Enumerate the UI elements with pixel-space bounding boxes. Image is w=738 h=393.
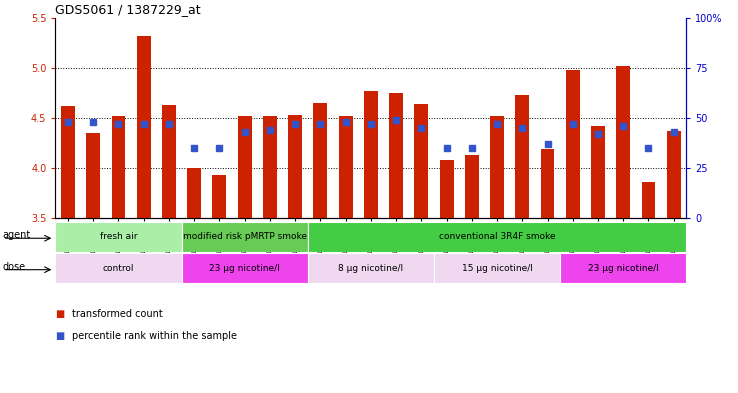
Bar [414,104,428,218]
Bar [515,95,529,218]
Text: 23 μg nicotine/l: 23 μg nicotine/l [588,264,658,273]
Text: transformed count: transformed count [72,309,162,320]
Bar [61,106,75,218]
Bar [86,133,100,218]
Bar [263,116,277,218]
Text: modified risk pMRTP smoke: modified risk pMRTP smoke [182,232,307,241]
Bar [308,253,434,283]
Bar [666,131,680,218]
Bar [314,103,328,218]
Bar [187,168,201,218]
Bar [490,116,504,218]
Text: control: control [103,264,134,273]
Text: agent: agent [3,230,31,240]
Bar [288,115,302,218]
Text: percentile rank within the sample: percentile rank within the sample [72,331,237,341]
Text: fresh air: fresh air [100,232,137,241]
Text: 23 μg nicotine/l: 23 μg nicotine/l [210,264,280,273]
Bar [641,182,655,218]
Text: ■: ■ [55,309,65,320]
Bar [389,93,403,218]
Text: conventional 3R4F smoke: conventional 3R4F smoke [439,232,555,241]
Text: 8 μg nicotine/l: 8 μg nicotine/l [338,264,404,273]
Bar [616,66,630,218]
Bar [137,36,151,218]
Text: dose: dose [3,262,26,272]
Text: ■: ■ [55,331,65,341]
Bar [182,222,308,252]
Bar [440,160,454,218]
Bar [308,222,686,252]
Bar [55,222,182,252]
Bar [364,91,378,218]
Bar [560,253,686,283]
Bar [213,175,227,218]
Bar [465,155,479,218]
Bar [162,105,176,218]
Bar [591,126,605,218]
Text: 15 μg nicotine/l: 15 μg nicotine/l [461,264,533,273]
Bar [566,70,580,218]
Bar [55,253,182,283]
Bar [434,253,560,283]
Bar [111,116,125,218]
Text: GDS5061 / 1387229_at: GDS5061 / 1387229_at [55,3,201,16]
Bar [238,116,252,218]
Bar [540,149,554,218]
Bar [182,253,308,283]
Bar [339,116,353,218]
